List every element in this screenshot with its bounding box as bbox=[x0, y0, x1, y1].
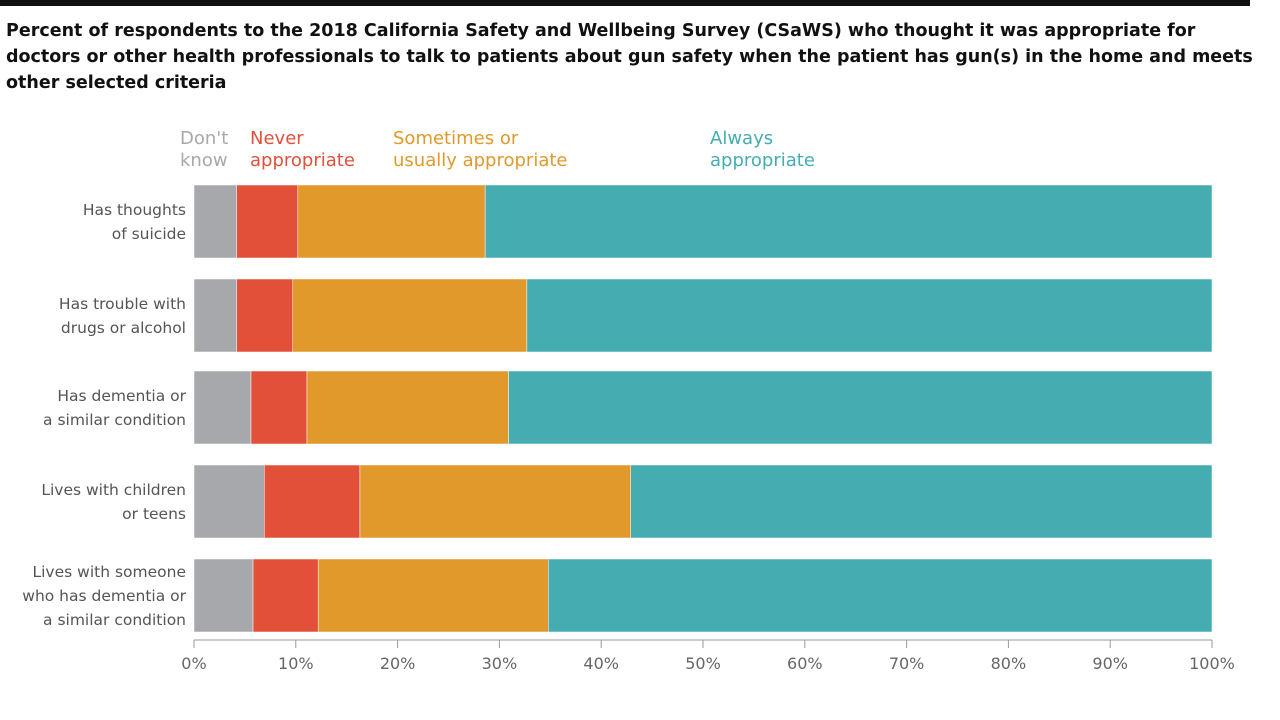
bar-segment bbox=[252, 558, 319, 633]
chart-title: Percent of respondents to the 2018 Calif… bbox=[6, 21, 1253, 93]
x-tick-label: 50% bbox=[685, 654, 721, 673]
x-tick-label: 80% bbox=[990, 654, 1027, 673]
bar-segment bbox=[526, 278, 1213, 353]
bar-segment bbox=[236, 278, 293, 353]
bar-segment bbox=[236, 184, 299, 259]
legend-label: Don't know bbox=[180, 128, 229, 171]
x-tick-label: 100% bbox=[1189, 654, 1235, 673]
y-tick-label: Has trouble with drugs or alcohol bbox=[58, 294, 186, 337]
bar-segment bbox=[306, 370, 509, 445]
y-tick-label: Lives with someone who has dementia or a… bbox=[22, 562, 186, 629]
bar-segment bbox=[193, 370, 252, 445]
bar-segment bbox=[193, 464, 265, 539]
x-tick-label: 30% bbox=[481, 654, 518, 673]
bar-segment bbox=[630, 464, 1213, 539]
x-tick-label: 60% bbox=[787, 654, 823, 673]
bar-segment bbox=[292, 278, 528, 353]
x-tick-label: 10% bbox=[278, 654, 314, 673]
y-tick-label: Lives with children or teens bbox=[41, 480, 186, 523]
x-tick-label: 70% bbox=[888, 654, 925, 673]
y-tick-label: Has thoughts of suicide bbox=[82, 200, 186, 243]
bar-segment bbox=[297, 184, 486, 259]
bar-segment bbox=[508, 370, 1213, 445]
legend-label: Sometimes or usually appropriate bbox=[393, 128, 568, 171]
x-tick-label: 90% bbox=[1092, 654, 1128, 673]
bar-segment bbox=[250, 370, 308, 445]
bar-segment bbox=[263, 464, 361, 539]
bar-segment bbox=[193, 558, 254, 633]
y-tick-label: Has dementia or a similar condition bbox=[43, 386, 186, 429]
bar-segment bbox=[484, 184, 1213, 259]
x-tick-label: 20% bbox=[379, 654, 416, 673]
bar-segment bbox=[359, 464, 631, 539]
legend-label: Never appropriate bbox=[250, 128, 355, 171]
bar-segment bbox=[193, 278, 238, 353]
x-tick-label: 40% bbox=[583, 654, 619, 673]
legend-label: Always appropriate bbox=[710, 128, 815, 171]
bar-segment bbox=[193, 184, 238, 259]
top-rule bbox=[0, 0, 1250, 6]
bar-segment bbox=[317, 558, 549, 633]
x-tick-label: 0% bbox=[181, 654, 207, 673]
bar-segment bbox=[548, 558, 1213, 633]
